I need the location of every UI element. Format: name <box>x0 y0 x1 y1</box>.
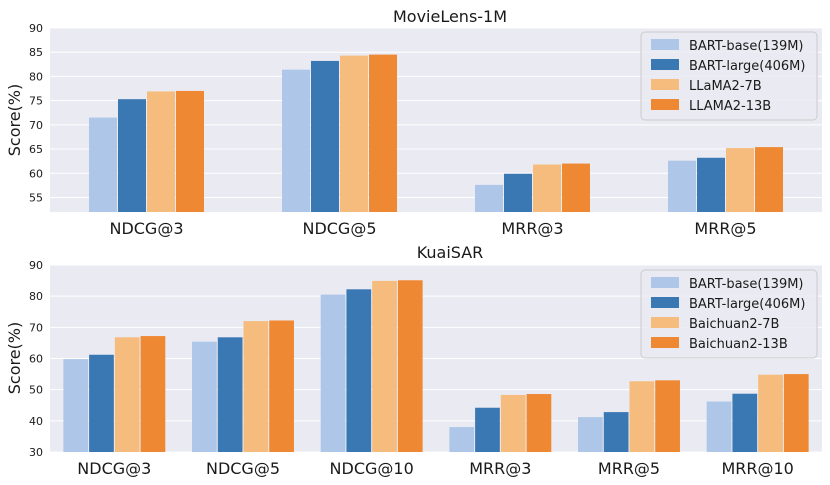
y-tick-label: 80 <box>29 70 43 83</box>
bar <box>783 374 809 452</box>
movielens-chart: MovieLens-1M Score(%) 55 60 65 70 75 80 85 90 ND… <box>5 7 822 238</box>
bar <box>282 69 310 212</box>
legend-label: LLaMA2-7B <box>689 79 762 94</box>
x-tick-label: NDCG@3 <box>77 459 151 478</box>
bar <box>176 90 204 212</box>
bar <box>114 337 140 452</box>
legend: BART-base(139M) BART-large(406M) Baichuan2… <box>640 269 818 359</box>
bar <box>603 412 629 452</box>
x-tick-label: MRR@5 <box>598 459 660 478</box>
legend-label: BART-large(406M) <box>689 59 805 74</box>
bar <box>89 354 114 452</box>
y-tick-label: 55 <box>29 191 43 204</box>
legend-swatch <box>651 317 679 328</box>
legend-box <box>640 269 818 359</box>
bar <box>504 173 532 212</box>
legend-label: Baichuan2-13B <box>689 337 788 352</box>
x-tick-label: MRR@3 <box>501 219 563 238</box>
bar <box>578 417 603 452</box>
bar <box>449 427 475 452</box>
bar <box>369 54 397 213</box>
bar <box>629 381 655 452</box>
bar <box>475 184 503 212</box>
bar <box>372 280 397 452</box>
bar <box>397 280 423 452</box>
bar <box>192 341 217 452</box>
y-axis-label: Score(%) <box>5 322 24 395</box>
legend-label: Baichuan2-7B <box>689 317 779 332</box>
bar <box>500 394 526 452</box>
bar <box>533 164 561 212</box>
bar <box>140 336 166 452</box>
y-tick-label: 70 <box>29 321 43 334</box>
y-tick-label: 85 <box>29 46 43 59</box>
y-tick-label: 60 <box>29 167 43 180</box>
bar <box>655 380 680 452</box>
legend-swatch <box>651 277 679 288</box>
bar <box>320 294 346 452</box>
bar <box>755 147 783 212</box>
x-tick-label: MRR@5 <box>694 219 756 238</box>
bar <box>732 393 758 452</box>
bar <box>526 394 552 452</box>
bar <box>311 60 339 212</box>
legend-swatch <box>651 79 679 90</box>
legend-swatch <box>651 59 679 70</box>
chart-title: MovieLens-1M <box>393 7 507 26</box>
bar <box>118 99 146 212</box>
legend-label: LLAMA2-13B <box>689 99 771 114</box>
x-tick-label: NDCG@10 <box>330 459 414 478</box>
x-tick-label: NDCG@5 <box>302 219 376 238</box>
x-tick-label: NDCG@5 <box>206 459 280 478</box>
y-tick-label: 65 <box>29 143 43 156</box>
bar <box>706 401 732 452</box>
y-tick-label: 90 <box>29 22 43 35</box>
y-tick-label: 40 <box>29 415 43 428</box>
legend: BART-base(139M) BART-large(406M) LLaMA2-7B… <box>640 31 818 121</box>
y-tick-label: 80 <box>29 290 43 303</box>
y-tick-label: 50 <box>29 384 43 397</box>
bar <box>758 374 783 452</box>
x-tick-label: MRR@10 <box>721 459 793 478</box>
legend-label: BART-large(406M) <box>689 297 805 312</box>
chart-title: KuaiSAR <box>417 243 484 262</box>
legend-swatch <box>651 297 679 308</box>
bar <box>726 148 754 212</box>
legend-swatch <box>651 337 679 348</box>
bar <box>475 407 500 452</box>
y-tick-label: 75 <box>29 95 43 108</box>
legend-box <box>640 31 818 121</box>
legend-swatch <box>651 99 679 110</box>
legend-swatch <box>651 39 679 50</box>
bar <box>63 359 89 452</box>
bar <box>562 163 590 212</box>
bar <box>346 289 372 452</box>
y-tick-label: 30 <box>29 446 43 459</box>
x-tick-label: NDCG@3 <box>109 219 183 238</box>
bar <box>217 337 243 452</box>
bar <box>89 117 117 212</box>
bar <box>147 91 175 212</box>
bar <box>269 320 294 452</box>
legend-label: BART-base(139M) <box>689 277 804 292</box>
legend-label: BART-base(139M) <box>689 39 804 54</box>
bar <box>697 157 725 212</box>
bar <box>340 55 368 212</box>
x-tick-label: MRR@3 <box>469 459 531 478</box>
y-tick-label: 70 <box>29 119 43 132</box>
y-axis-label: Score(%) <box>5 84 24 157</box>
y-tick-label: 60 <box>29 353 43 366</box>
y-tick-label: 90 <box>29 259 43 272</box>
bar <box>668 160 696 212</box>
bar <box>243 321 269 452</box>
kuaisar-chart: KuaiSAR Score(%) 30 40 50 60 70 80 90 NDCG@3 NDC… <box>5 243 822 478</box>
